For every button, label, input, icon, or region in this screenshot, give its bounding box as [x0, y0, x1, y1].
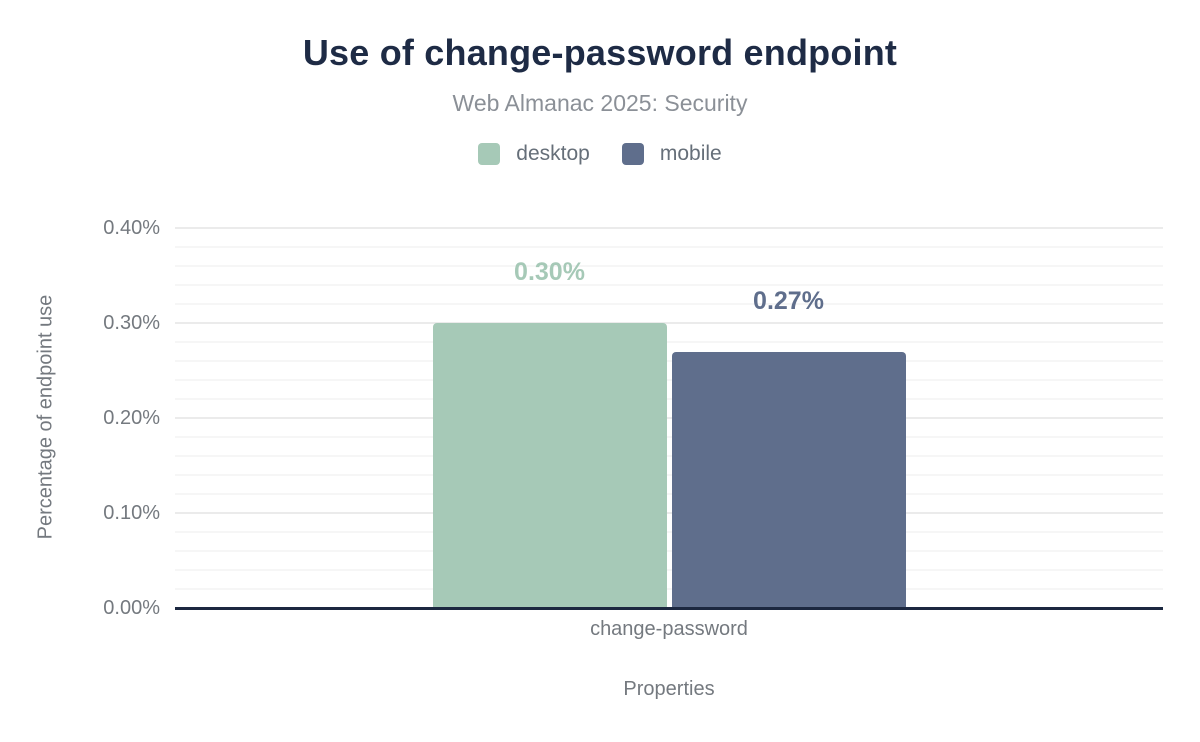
gridline-minor: [175, 246, 1163, 248]
gridline-minor: [175, 265, 1163, 267]
gridline-minor: [175, 588, 1163, 590]
gridline-minor: [175, 303, 1163, 305]
gridline-minor: [175, 569, 1163, 571]
y-axis-tick-label: 0.40%: [103, 217, 160, 239]
gridline-minor: [175, 360, 1163, 362]
y-axis-tick-label: 0.10%: [103, 502, 160, 524]
legend-swatch-mobile: [621, 143, 644, 165]
gridline-major: [175, 322, 1163, 324]
gridline-minor: [175, 550, 1163, 552]
chart-subtitle: Web Almanac 2025: Security: [452, 90, 748, 116]
chart-title: Use of change-password endpoint: [302, 32, 898, 73]
gridline-minor: [175, 474, 1163, 476]
legend-item-desktop[interactable]: desktop: [478, 142, 590, 166]
x-axis-tick-label: change-password: [590, 618, 748, 640]
gridline-minor: [175, 455, 1163, 457]
y-axis-tick-label: 0.20%: [103, 407, 160, 429]
bar-desktop[interactable]: [432, 323, 667, 608]
x-axis-title: Properties: [623, 678, 715, 700]
gridline-minor: [175, 531, 1163, 533]
legend-item-mobile[interactable]: mobile: [621, 142, 722, 166]
legend-label-mobile: mobile: [659, 142, 722, 165]
y-axis-tick-label: 0.30%: [103, 312, 160, 334]
gridline-minor: [175, 436, 1163, 438]
y-axis-tick-label: 0.00%: [103, 597, 160, 619]
bar-mobile[interactable]: [671, 351, 906, 608]
legend-label-desktop: desktop: [516, 142, 590, 165]
gridline-minor: [175, 284, 1163, 286]
gridline-minor: [175, 493, 1163, 495]
x-axis-baseline: [175, 607, 1163, 610]
gridline-major: [175, 512, 1163, 514]
legend-swatch-desktop: [478, 143, 501, 165]
gridline-minor: [175, 379, 1163, 381]
legend: desktop mobile: [0, 142, 1200, 166]
gridline-major: [175, 417, 1163, 419]
gridline-minor: [175, 398, 1163, 400]
gridline-minor: [175, 341, 1163, 343]
gridline-major: [175, 227, 1163, 229]
value-label-desktop: 0.30%: [514, 258, 585, 286]
value-label-mobile: 0.27%: [753, 286, 824, 315]
y-axis-title: Percentage of endpoint use: [34, 294, 57, 540]
plot-area: 0.30% 0.27%: [175, 227, 1163, 610]
